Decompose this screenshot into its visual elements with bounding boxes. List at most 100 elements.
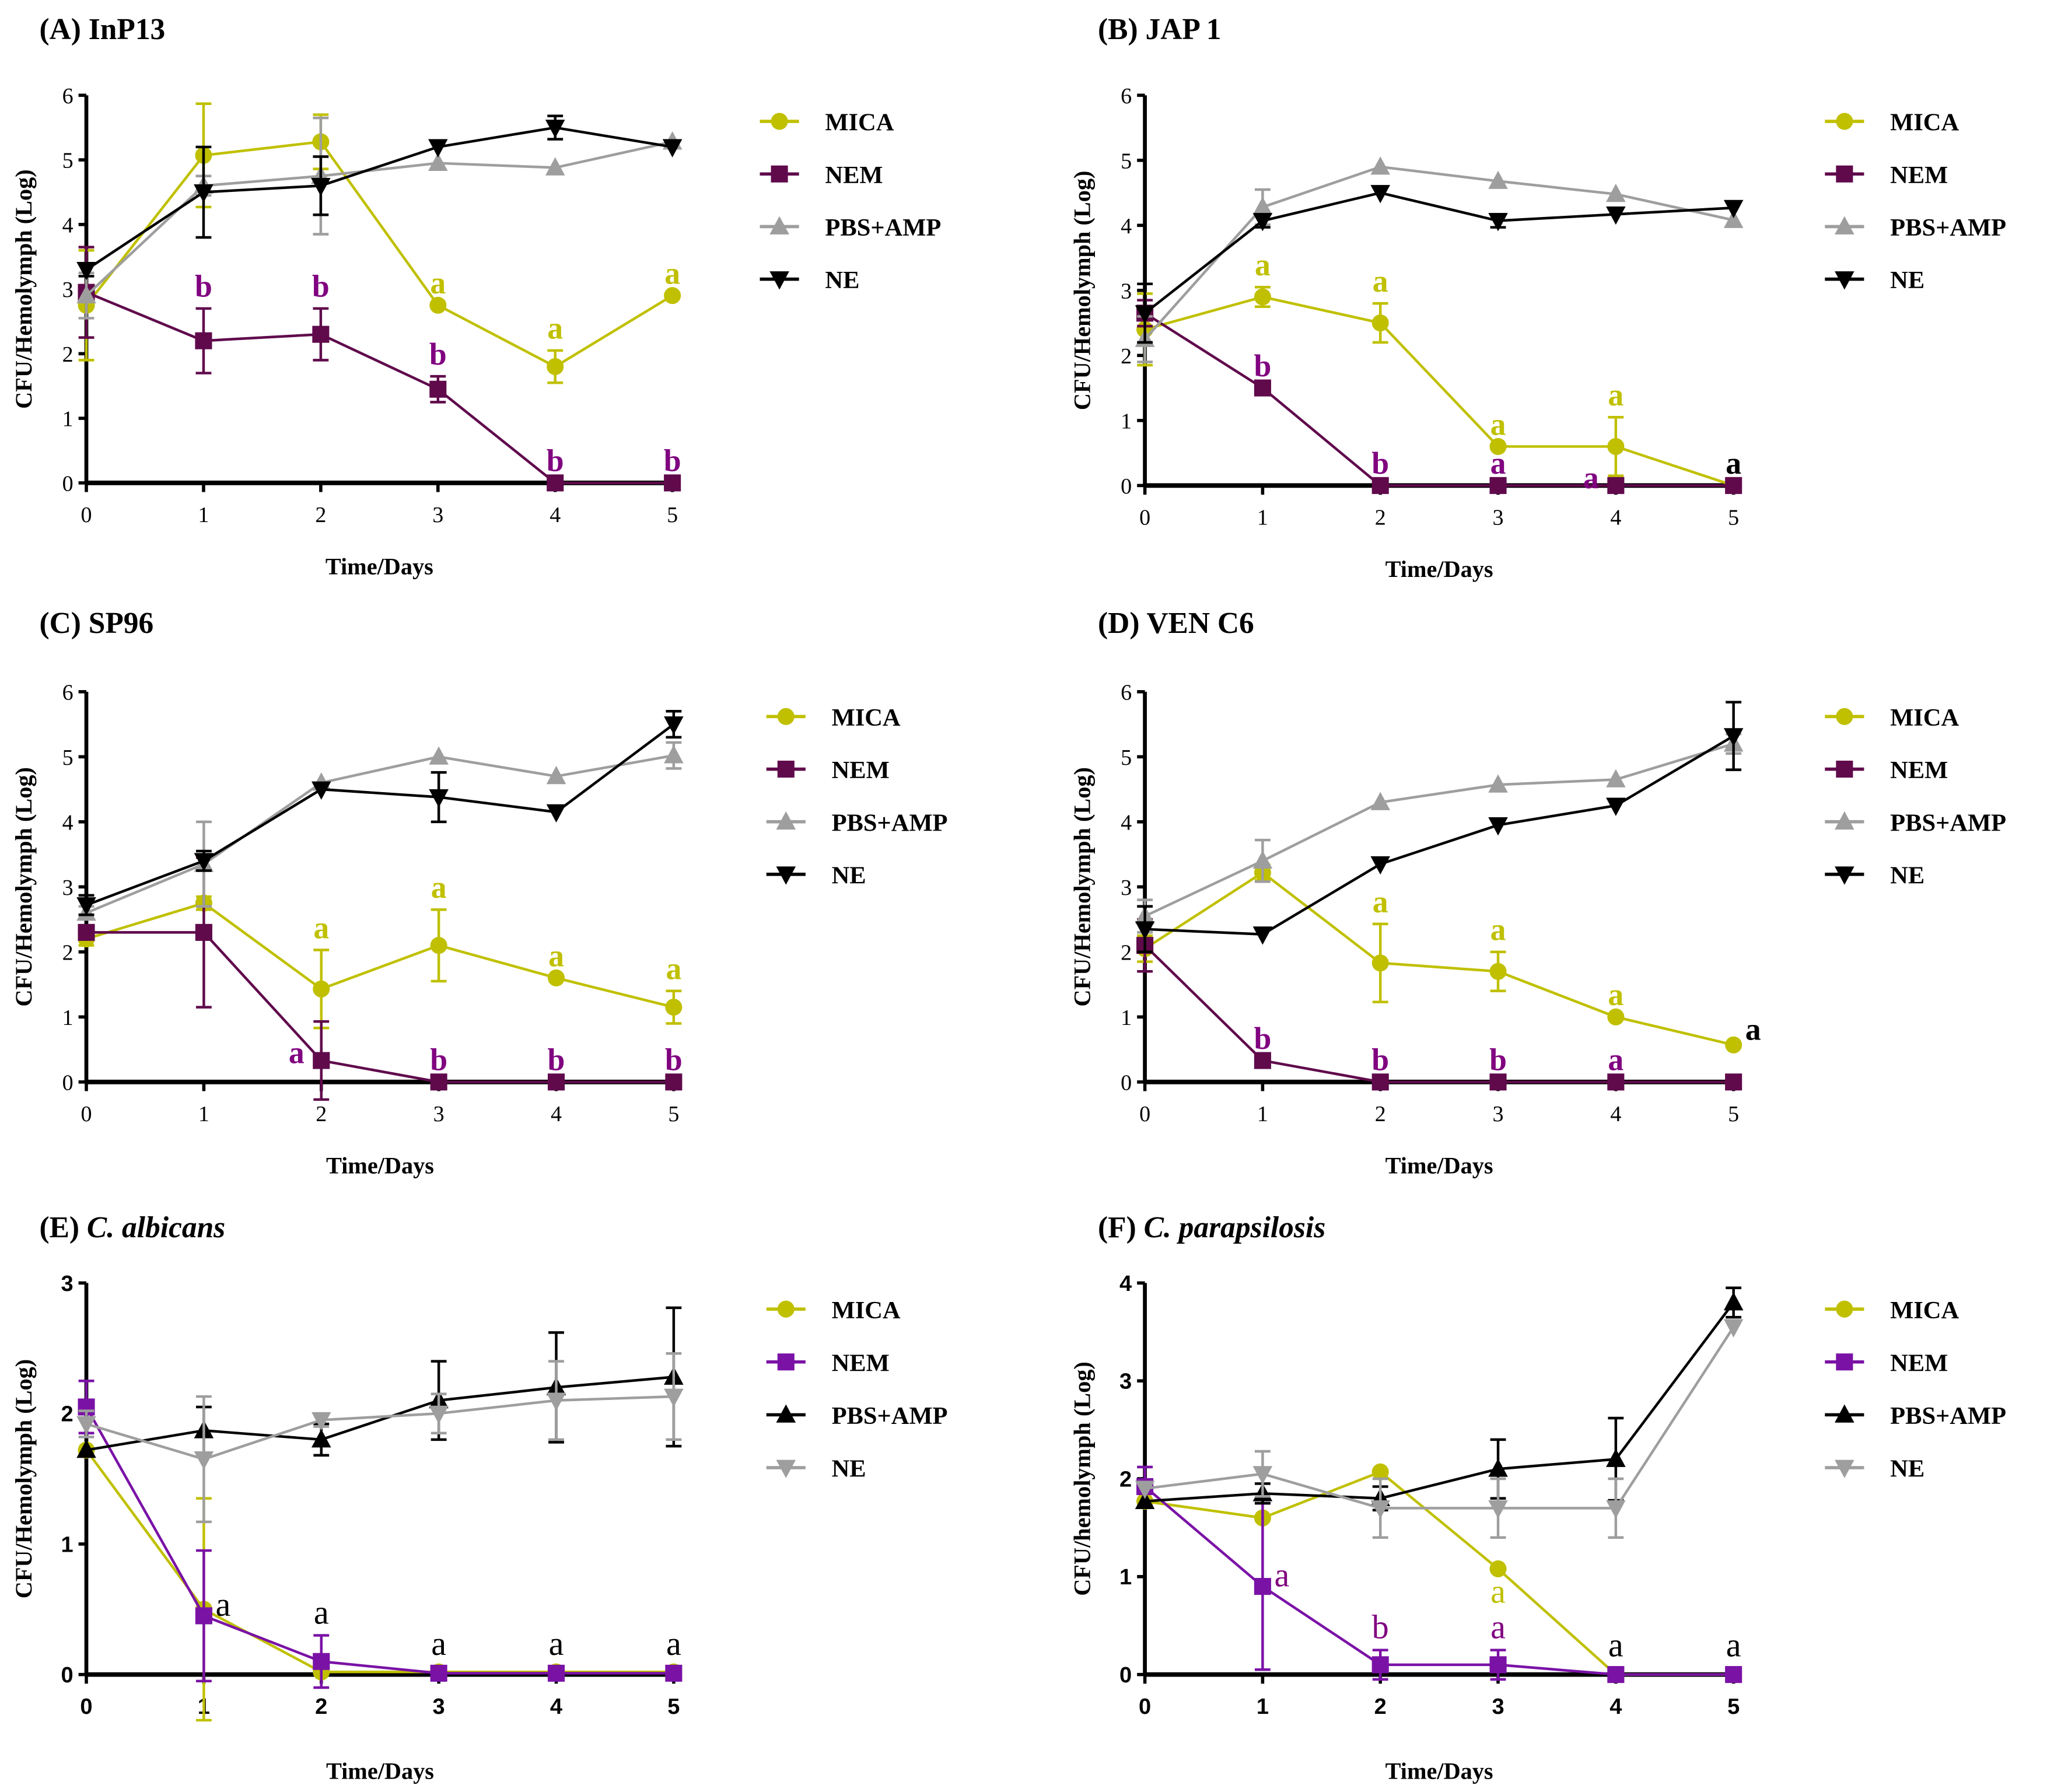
- data-point: [78, 923, 95, 941]
- data-point: [1607, 1666, 1625, 1684]
- significance-letter: b: [664, 443, 681, 478]
- legend-marker: [771, 113, 788, 130]
- series-line: [85, 140, 673, 297]
- x-tick-label: 5: [1727, 1695, 1740, 1719]
- legend-label: NEM: [825, 162, 883, 189]
- legend-marker: [1836, 760, 1853, 778]
- chart-panel-4: (E) C. albicans0123012345Time/DaysCFU/He…: [11, 1211, 947, 1784]
- data-point: [1723, 209, 1744, 228]
- y-tick-label: 2: [1121, 344, 1132, 369]
- data-point: [1254, 379, 1271, 397]
- series-line: [1145, 734, 1734, 936]
- data-point: [428, 139, 448, 158]
- data-point: [429, 789, 449, 808]
- data-point: [1252, 1466, 1273, 1485]
- y-tick-label: 6: [1121, 84, 1132, 108]
- y-tick-label: 5: [62, 746, 74, 770]
- x-tick-label: 1: [198, 503, 209, 527]
- legend-label: PBS+AMP: [1890, 809, 2006, 836]
- significance-letter: a: [548, 938, 564, 973]
- data-point: [313, 1052, 330, 1069]
- significance-letter: a: [547, 311, 563, 346]
- data-point: [1252, 926, 1273, 945]
- legend-marker: [777, 1300, 795, 1318]
- y-tick-label: 4: [1121, 810, 1132, 835]
- data-point: [1135, 1480, 1155, 1499]
- data-point: [195, 332, 212, 349]
- legend-marker: [1836, 113, 1853, 130]
- x-tick-label: 3: [1493, 1102, 1504, 1126]
- legend-label: NEM: [1890, 162, 1948, 189]
- significance-letter: b: [430, 1042, 447, 1077]
- data-point: [1370, 856, 1390, 875]
- data-point: [195, 1607, 212, 1625]
- legend-marker: [777, 760, 795, 778]
- chart-panel-0: (A) InP13 0 1 2 3 4 5 6 0 1 2 3 4 5 Time/Days CFU/Hemol…: [11, 13, 941, 579]
- significance-letter: a: [1490, 912, 1506, 947]
- significance-letter: a: [549, 1625, 564, 1662]
- legend-marker: [1836, 165, 1853, 183]
- series-line: [1145, 1470, 1734, 1676]
- data-point: [1489, 1656, 1507, 1674]
- x-tick-label: 3: [1493, 505, 1504, 530]
- series-line: [1145, 1326, 1735, 1510]
- y-tick-label: 0: [61, 1663, 73, 1688]
- title-prefix: (A) InP13: [39, 13, 165, 46]
- data-point: [664, 1388, 684, 1407]
- series-line: [85, 126, 673, 271]
- legend-marker: [776, 1460, 796, 1478]
- y-tick-label: 2: [1119, 1467, 1132, 1492]
- data-point: [194, 184, 214, 203]
- x-tick-label: 0: [1139, 505, 1150, 530]
- y-tick-label: 2: [62, 940, 74, 965]
- legend-label: MICA: [832, 704, 901, 732]
- series-NE: [76, 710, 684, 916]
- y-tick-label: 0: [1119, 1663, 1132, 1688]
- significance-letter: a: [1490, 407, 1506, 442]
- y-tick-label: 1: [1119, 1565, 1132, 1590]
- x-axis-label: Time/Days: [326, 1758, 434, 1784]
- y-tick-label: 1: [62, 1006, 74, 1030]
- series-MICA: [1136, 286, 1742, 494]
- significance-letter: b: [1489, 1042, 1507, 1077]
- y-tick-label: 5: [1121, 746, 1132, 770]
- y-tick-label: 0: [1121, 474, 1132, 499]
- legend-marker: [1836, 708, 1853, 725]
- data-point: [1489, 477, 1507, 494]
- significance-letter: b: [1254, 348, 1271, 383]
- significance-letter: a: [666, 951, 681, 986]
- x-tick-label: 3: [433, 1102, 445, 1126]
- data-point: [546, 804, 566, 823]
- x-tick-label: 3: [1492, 1695, 1504, 1719]
- title-prefix: (F): [1098, 1211, 1144, 1244]
- y-tick-label: 4: [62, 810, 74, 835]
- data-point: [664, 716, 684, 735]
- data-point: [1725, 1073, 1742, 1091]
- series-line: [1144, 191, 1734, 314]
- series-PBS+AMP: [1135, 156, 1744, 363]
- data-point: [1371, 477, 1389, 494]
- data-point: [313, 1653, 330, 1670]
- chart-title: (A) InP13: [39, 13, 165, 46]
- series-line: [86, 931, 674, 1084]
- series-MICA: [78, 894, 683, 1030]
- series-NE: [76, 1352, 684, 1524]
- significance-letter: a: [1373, 264, 1388, 299]
- data-point: [1725, 1036, 1742, 1054]
- data-point: [665, 1664, 683, 1682]
- x-axis-label: Time/Days: [1385, 1758, 1493, 1784]
- data-point: [429, 746, 449, 765]
- x-tick-label: 0: [80, 1695, 92, 1719]
- series-NEM: [1136, 299, 1742, 494]
- y-axis-label: CFU/Hemolymph (Log): [1069, 171, 1096, 410]
- y-tick-label: 3: [1121, 876, 1132, 900]
- data-point: [547, 358, 564, 376]
- data-point: [1370, 185, 1390, 204]
- significance-letter: a: [1490, 1608, 1506, 1646]
- significance-letter: b: [1371, 1042, 1389, 1077]
- significance-letter: a: [1726, 446, 1741, 481]
- data-point: [1371, 954, 1389, 972]
- y-tick-label: 6: [62, 84, 74, 108]
- data-point: [1606, 183, 1626, 202]
- significance-letter: a: [1608, 377, 1623, 412]
